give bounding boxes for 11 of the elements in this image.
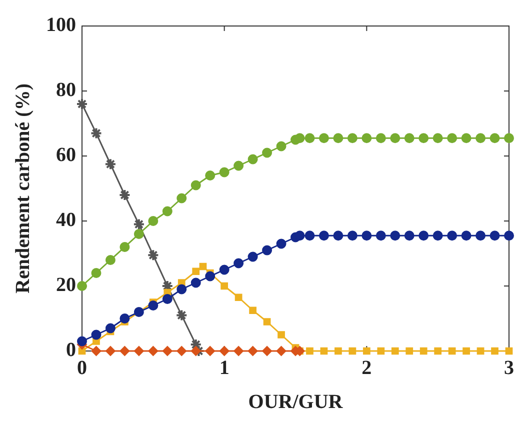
y-tick-label: 40 — [56, 209, 76, 232]
y-axis-title: Rendement carboné (%) — [12, 84, 34, 294]
y-tick-label: 60 — [56, 144, 76, 166]
x-axis-title: OUR/GUR — [248, 391, 344, 414]
y-tick-label: 100 — [46, 14, 76, 36]
y-tick-label: 0 — [66, 339, 76, 362]
x-tick-label: 1 — [219, 357, 230, 380]
x-tick-label: 3 — [504, 357, 514, 380]
y-tick-label: 80 — [56, 79, 76, 102]
y-tick-label: 20 — [56, 274, 76, 296]
x-tick-label: 2 — [362, 357, 372, 380]
